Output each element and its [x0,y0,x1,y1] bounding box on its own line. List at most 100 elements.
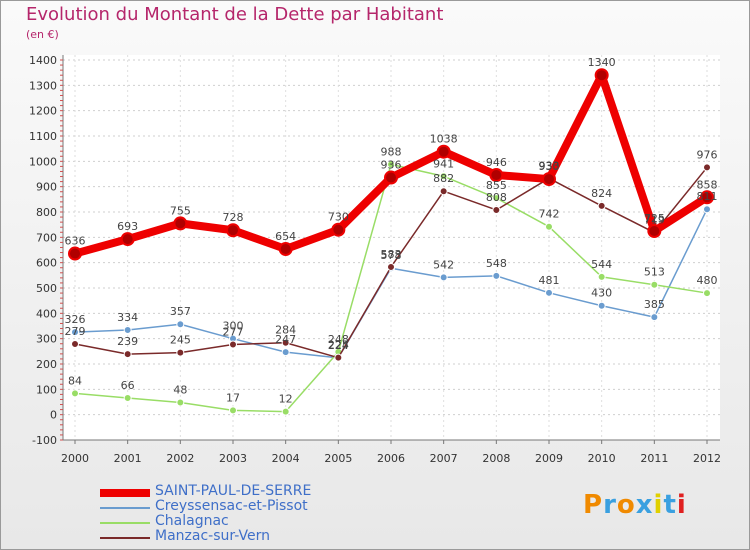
data-point [597,272,606,281]
logo-letter: i [676,490,687,520]
data-label: 933 [539,159,560,172]
data-label: 548 [486,257,507,270]
data-point [176,348,185,357]
data-label: 858 [697,178,718,191]
data-point [123,393,132,402]
x-tick-label: 2003 [219,452,247,465]
x-tick-label: 2000 [61,452,89,465]
data-label: 824 [591,187,612,200]
data-point [68,246,82,261]
data-label: 480 [697,274,718,287]
y-tick-label: 800 [36,206,57,219]
x-tick-label: 2010 [588,452,616,465]
x-tick-label: 2007 [430,452,458,465]
data-point [176,320,185,329]
data-point [226,223,240,238]
data-point [703,289,711,298]
data-label: 239 [117,335,138,348]
logo-letter: x [635,490,654,520]
data-label: 941 [433,157,454,170]
x-tick-label: 2004 [272,452,300,465]
data-label: 811 [697,190,718,203]
data-label: 855 [486,179,507,192]
data-point [545,288,553,297]
legend-swatch [100,506,150,509]
data-point [703,163,711,172]
data-label: 936 [381,159,402,172]
data-label: 742 [539,208,560,221]
data-label: 730 [328,211,349,224]
data-point [229,340,237,349]
data-label: 357 [170,305,191,318]
y-tick-label: 100 [36,383,57,396]
data-point [542,172,556,187]
data-label: 808 [486,191,507,204]
x-tick-label: 2012 [693,452,721,465]
x-tick-label: 2008 [482,452,510,465]
logo-letter: o [616,490,636,520]
data-label: 279 [65,325,86,338]
data-label: 12 [279,393,293,406]
y-tick-label: 1400 [29,54,57,67]
data-point [439,172,448,181]
legend-label: Chalagnac [155,513,229,529]
y-tick-label: 700 [36,231,57,244]
data-point [387,262,395,271]
legend-swatch [100,536,150,539]
data-point [492,271,501,280]
data-point [594,68,609,83]
data-point [597,301,606,310]
legend-label: SAINT-PAUL-DE-SERRE [155,483,312,499]
data-point [489,168,504,183]
logo-letter: r [603,490,617,520]
legend-label: Creyssensac-et-Pissot [155,498,308,514]
data-label: 1340 [588,56,616,69]
data-label: 513 [644,266,665,279]
data-point [123,350,132,359]
data-label: 693 [117,220,138,233]
legend-swatch [100,488,150,497]
x-tick-label: 2002 [166,452,194,465]
data-label: 48 [173,384,187,397]
y-tick-label: 400 [36,307,57,320]
data-label: 481 [539,274,560,287]
data-label: 542 [433,258,454,271]
data-point [281,338,290,347]
data-point [597,201,606,210]
data-label: 300 [223,320,244,333]
y-tick-label: 300 [36,333,57,346]
chart-subtitle: (en €) [26,28,59,41]
data-label: 988 [381,145,402,158]
chart-title: Evolution du Montant de la Dette par Hab… [26,4,444,25]
logo-letter: P [583,490,604,520]
data-label: 430 [591,287,612,300]
data-label: 719 [644,214,665,227]
data-point [229,406,237,415]
data-label: 245 [170,334,191,347]
data-point [650,280,659,289]
data-point [703,205,711,214]
data-point [281,348,290,357]
data-point [650,313,659,322]
data-label: 66 [121,379,135,392]
data-point [71,328,79,337]
y-tick-label: 900 [36,181,57,194]
data-point [278,241,293,256]
data-point [545,222,553,231]
data-label: 248 [328,333,349,346]
data-point [176,398,185,407]
data-point [436,144,451,159]
data-label: 728 [223,211,244,224]
data-label: 284 [275,324,296,337]
data-label: 326 [65,313,86,326]
data-label: 247 [275,333,296,346]
x-tick-label: 2001 [114,452,142,465]
data-point [71,389,79,398]
data-point [334,353,343,362]
data-label: 84 [68,374,82,387]
data-label: 725 [644,212,665,225]
data-point [331,222,346,237]
x-tick-label: 2006 [377,452,405,465]
x-tick-label: 2005 [324,452,352,465]
